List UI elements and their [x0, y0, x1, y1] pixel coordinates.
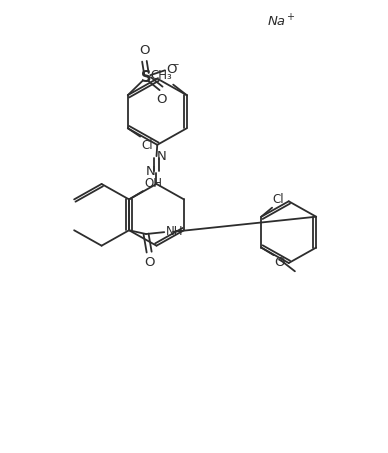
- Text: S: S: [141, 70, 152, 85]
- Text: Na: Na: [267, 15, 286, 28]
- Text: NH: NH: [166, 225, 184, 238]
- Text: O: O: [274, 256, 285, 269]
- Text: O: O: [157, 93, 167, 106]
- Text: O: O: [139, 44, 150, 57]
- Text: Cl: Cl: [141, 139, 153, 152]
- Text: CH₃: CH₃: [150, 69, 172, 82]
- Text: N: N: [157, 150, 167, 164]
- Text: OH: OH: [144, 177, 163, 190]
- Text: −: −: [171, 60, 179, 70]
- Text: +: +: [286, 11, 294, 21]
- Text: Cl: Cl: [273, 193, 284, 206]
- Text: N: N: [146, 165, 156, 178]
- Text: O: O: [144, 256, 154, 269]
- Text: O: O: [166, 63, 177, 76]
